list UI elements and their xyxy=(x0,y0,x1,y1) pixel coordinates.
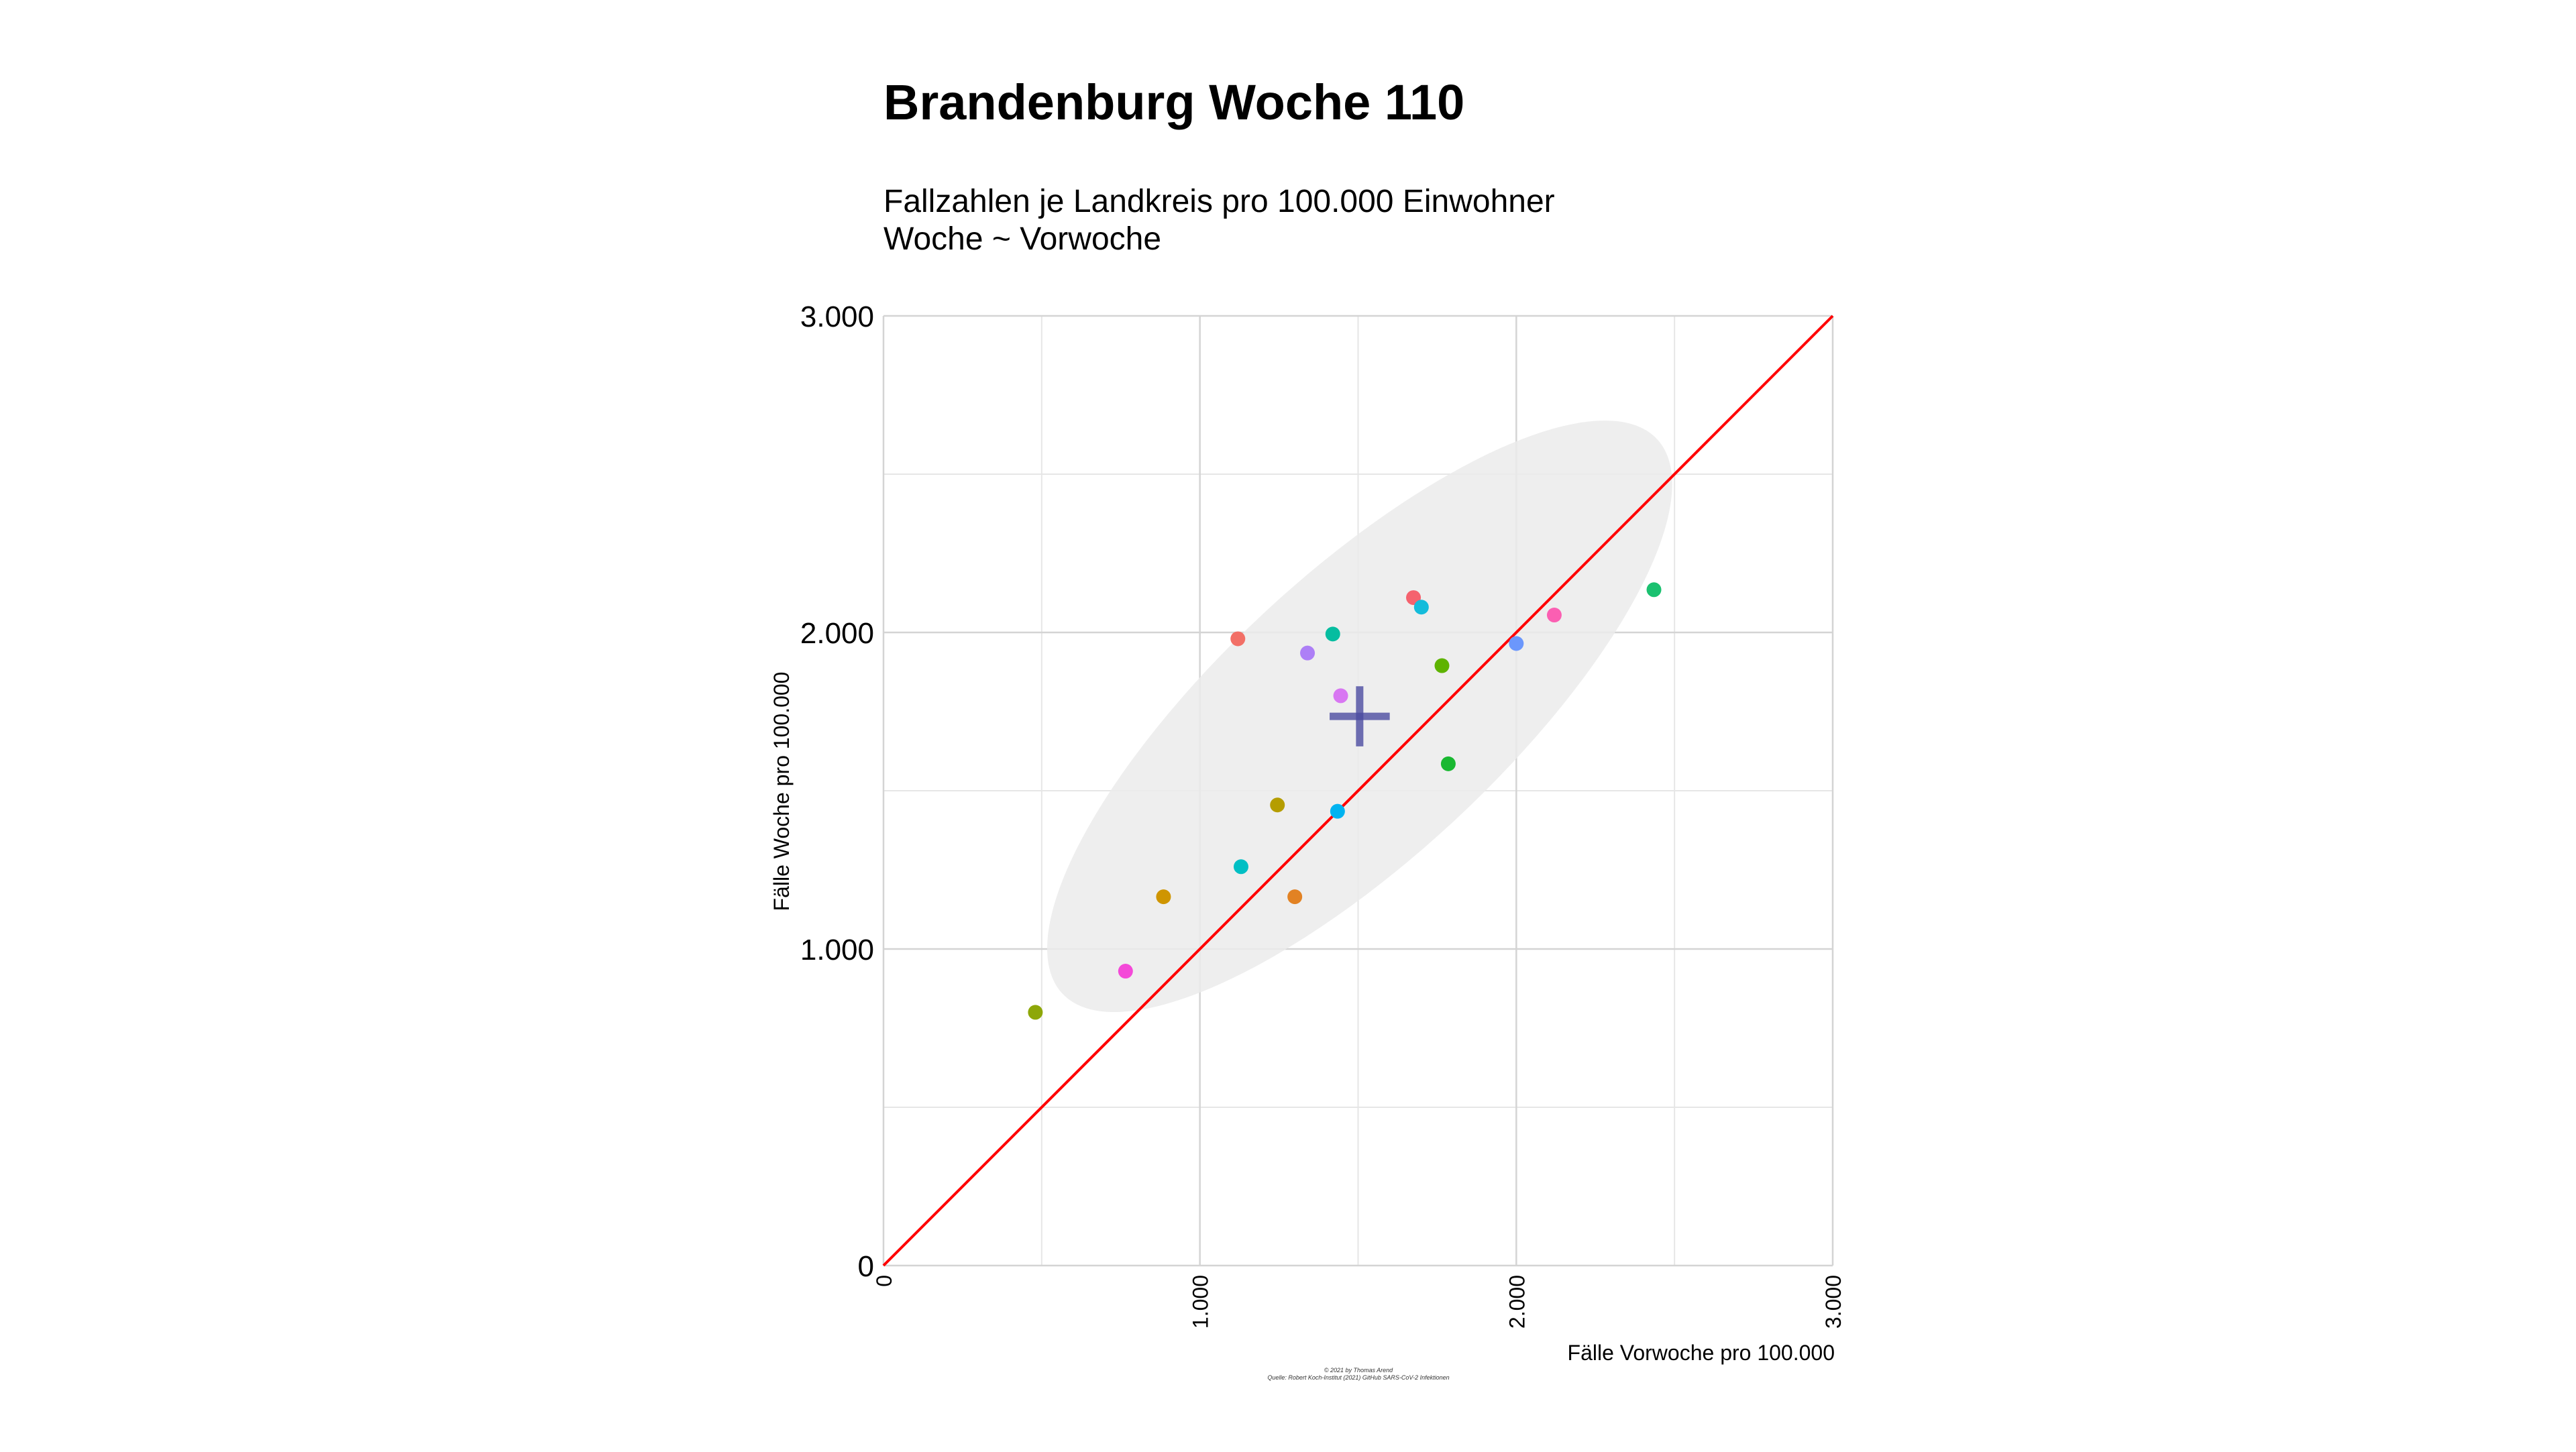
data-point xyxy=(1287,889,1303,905)
x-axis-label: Fälle Vorwoche pro 100.000 xyxy=(1568,1341,1835,1365)
data-point xyxy=(1233,859,1248,875)
data-point xyxy=(1330,803,1345,819)
data-point xyxy=(1270,797,1285,813)
data-point xyxy=(1440,756,1456,771)
footer-credit: © 2021 by Thomas Arend xyxy=(1324,1367,1393,1374)
x-tick-label: 0 xyxy=(872,1275,896,1287)
data-point xyxy=(1546,608,1562,623)
x-tick-label: 2.000 xyxy=(1505,1275,1529,1329)
y-tick-label: 2.000 xyxy=(800,617,874,650)
data-point xyxy=(1333,688,1348,704)
data-point xyxy=(1646,582,1662,598)
chart-subtitle-line-1: Fallzahlen je Landkreis pro 100.000 Einw… xyxy=(883,184,1555,219)
data-point xyxy=(1325,626,1340,642)
y-tick-label: 3.000 xyxy=(800,300,874,333)
x-tick-label: 1.000 xyxy=(1189,1275,1213,1329)
chart-subtitle-line-2: Woche ~ Vorwoche xyxy=(883,221,1161,257)
reference-line-identity xyxy=(882,315,1834,1267)
data-point xyxy=(1509,636,1524,651)
data-point xyxy=(1230,631,1246,647)
data-point xyxy=(1028,1005,1043,1020)
y-tick-label: 0 xyxy=(858,1250,874,1283)
y-axis-label: Fälle Woche pro 100.000 xyxy=(769,672,794,911)
footer-source: Quelle: Robert Koch-Institut (2021) GitH… xyxy=(1267,1374,1449,1381)
data-point xyxy=(1156,889,1171,905)
data-point xyxy=(1300,645,1316,661)
plot-area: 0 1.000 2.000 3.000 0 1.000 2.000 3.000 xyxy=(800,300,1845,1329)
x-tick-label: 3.000 xyxy=(1821,1275,1845,1329)
data-point xyxy=(1434,658,1450,673)
data-point xyxy=(1413,600,1429,615)
data-point xyxy=(1118,964,1133,979)
y-tick-label: 1.000 xyxy=(800,934,874,966)
chart-title: Brandenburg Woche 110 xyxy=(883,74,1464,130)
